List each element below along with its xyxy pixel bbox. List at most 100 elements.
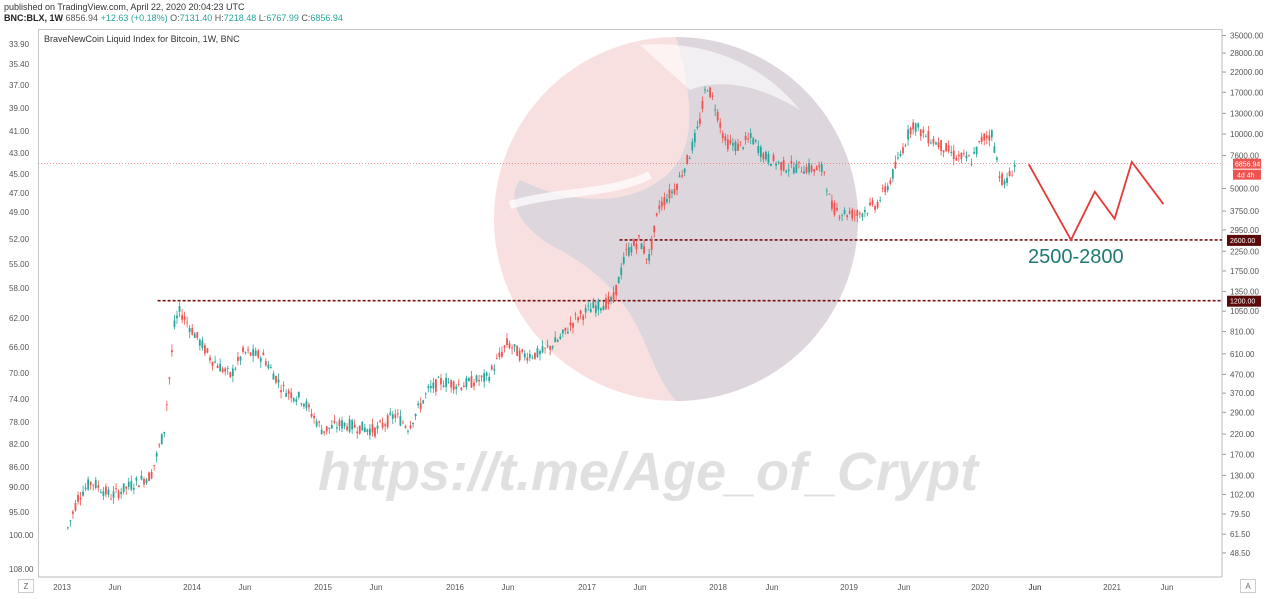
candle-body: [790, 160, 793, 164]
candle-body: [158, 444, 161, 446]
candle-body: [237, 356, 239, 361]
candle-body: [82, 491, 84, 496]
x-axis-label: Jun: [766, 583, 779, 592]
candle-body: [404, 426, 407, 428]
candle-body: [92, 484, 95, 486]
candle-body: [366, 429, 369, 433]
candle-body: [714, 109, 717, 111]
low-label: L:: [258, 13, 267, 23]
candle-body: [917, 123, 920, 128]
candle-body: [950, 151, 953, 153]
candle-body: [782, 160, 785, 171]
candle-body: [742, 147, 744, 149]
candle-body: [417, 403, 420, 406]
x-axis-label: 2015: [314, 583, 332, 592]
candle-body: [909, 127, 912, 135]
candle-body: [242, 347, 244, 352]
candle-body: [226, 368, 229, 369]
x-axis-label: 2019: [840, 583, 858, 592]
candle-body: [988, 135, 991, 141]
candle-body: [290, 392, 293, 399]
candle-body: [828, 193, 831, 195]
right-axis-label: 10000.00: [1230, 130, 1264, 139]
candle-body: [597, 299, 600, 310]
candle-body: [351, 420, 354, 430]
candle-body: [163, 431, 166, 434]
horizontal-levels[interactable]: 2600.00 1200.00: [157, 234, 1261, 307]
candle-body: [709, 87, 711, 97]
candle-body: [803, 171, 805, 174]
candle-body: [427, 386, 430, 389]
candle-body: [559, 336, 562, 339]
candle-body: [74, 502, 77, 511]
projection-path[interactable]: 2500-2800: [1028, 160, 1165, 268]
candle-body: [930, 142, 932, 144]
time-axis: 2013 Jun 2014 Jun 2015 Jun 2016 Jun 2017 Jun 2018 J…: [38, 576, 1222, 592]
candle-body: [478, 380, 480, 382]
target-zone-label: 2500-2800: [1028, 246, 1124, 268]
right-axis-label: 17000.00: [1230, 88, 1264, 97]
right-axis-label: 220.00: [1230, 430, 1255, 439]
candle-body: [853, 214, 856, 216]
projection-zigzag: [1028, 160, 1165, 242]
candle-body: [506, 338, 508, 345]
candle-body: [381, 422, 384, 428]
candle-body: [630, 246, 633, 253]
open-label: O:: [170, 13, 180, 23]
candle-body: [579, 310, 582, 314]
candle-body: [952, 150, 955, 160]
candle-body: [148, 472, 150, 481]
candle-body: [726, 139, 729, 150]
candle-body: [490, 365, 493, 370]
right-axis-label: 22000.00: [1230, 68, 1264, 77]
chart-pane[interactable]: [38, 29, 1222, 577]
countdown-tag: [1233, 169, 1261, 180]
candle-body: [564, 327, 567, 331]
candle-body: [673, 189, 676, 194]
candle-body: [970, 163, 973, 165]
candle-body: [429, 385, 432, 389]
candle-body: [633, 240, 635, 246]
candle-body: [767, 153, 770, 163]
candle-body: [155, 453, 158, 457]
candle-body: [650, 238, 653, 250]
candle-body: [143, 478, 145, 485]
right-axis-label: 35000.00: [1230, 32, 1264, 41]
candle-body: [379, 420, 381, 422]
candle-body: [787, 169, 790, 171]
right-axis-label: 13000.00: [1230, 109, 1264, 118]
candle-body: [924, 136, 927, 138]
candle-body: [320, 429, 323, 435]
candle-body: [851, 209, 854, 219]
candle-body: [300, 403, 303, 405]
candle-body: [465, 378, 468, 388]
candle-body: [457, 383, 460, 385]
candle-body: [968, 155, 970, 157]
right-axis-label: 2950.00: [1230, 226, 1259, 235]
candle-body: [754, 139, 757, 142]
candle-body: [435, 379, 437, 392]
candle-body: [734, 141, 737, 152]
candle-body: [1003, 180, 1006, 185]
candle-body: [493, 368, 496, 371]
low-value: 6767.99: [266, 13, 299, 23]
candle-body: [196, 332, 199, 338]
candle-body: [214, 361, 216, 363]
candle-body: [277, 379, 280, 383]
candle-body: [724, 136, 727, 141]
candle-body: [957, 154, 960, 157]
log-toggle-button[interactable]: Z: [18, 579, 34, 593]
candle-body: [582, 315, 585, 320]
candle-body: [183, 316, 186, 320]
candle-body: [752, 138, 755, 145]
candle-body: [511, 347, 513, 349]
candle-body: [267, 364, 270, 369]
left-axis-label: 74.00: [9, 395, 30, 404]
candle-body: [770, 163, 772, 167]
high-label: H:: [214, 13, 224, 23]
candle-body: [848, 211, 851, 214]
candle-body: [759, 146, 762, 158]
candle-body: [876, 202, 879, 208]
auto-scale-button[interactable]: A: [1240, 579, 1256, 593]
